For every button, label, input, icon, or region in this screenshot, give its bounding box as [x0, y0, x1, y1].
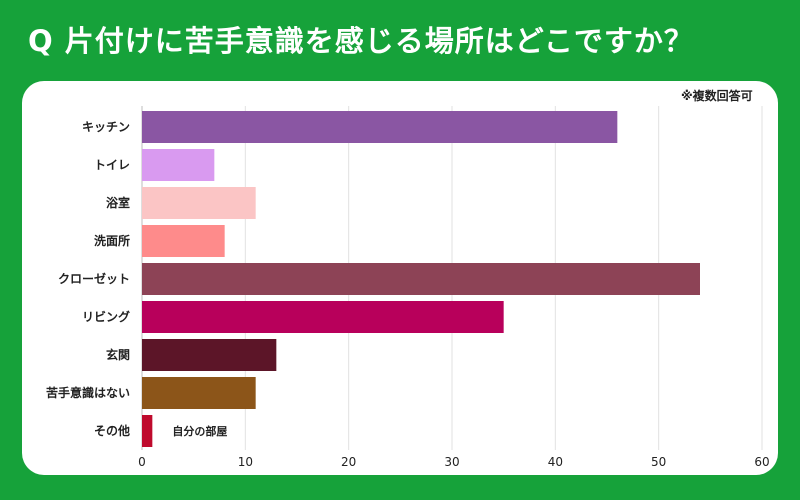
category-label: キッチン [82, 120, 130, 134]
category-label: 洗面所 [94, 233, 130, 248]
category-label: 苦手意識はない [46, 385, 130, 400]
category-label: 玄関 [106, 347, 130, 362]
bar [142, 225, 225, 257]
bar [142, 415, 153, 447]
chart-panel: ※複数回答可 0 10 20 30 40 50 60 キッチントイレ浴室洗面所クローゼットリビ… [22, 81, 778, 475]
x-tick-label: 30 [444, 455, 459, 469]
x-tick-label: 50 [651, 455, 666, 469]
bar-annotation: 自分の部屋 [172, 424, 227, 438]
x-tick-label: 20 [341, 455, 356, 469]
x-tick-label: 10 [238, 455, 253, 469]
category-label: クローゼット [58, 271, 130, 286]
category-label: その他 [94, 423, 130, 438]
x-tick-label: 60 [754, 455, 769, 469]
bar [142, 187, 256, 219]
bar [142, 377, 256, 409]
x-tick-label: 0 [138, 455, 146, 469]
bar [142, 339, 277, 371]
bar [142, 111, 618, 143]
category-label: トイレ [94, 158, 130, 172]
bar [142, 301, 504, 333]
bar [142, 149, 215, 181]
bar-chart: 0 10 20 30 40 50 60 キッチントイレ浴室洗面所クローゼットリビング玄関苦手意… [46, 106, 770, 469]
category-label: 浴室 [106, 195, 130, 210]
x-tick-label: 40 [548, 455, 563, 469]
category-label: リビング [82, 309, 130, 324]
bar [142, 263, 700, 295]
chart-note: ※複数回答可 [681, 89, 753, 103]
page-title: Q 片付けに苦手意識を感じる場所はどこですか？ [28, 24, 694, 58]
